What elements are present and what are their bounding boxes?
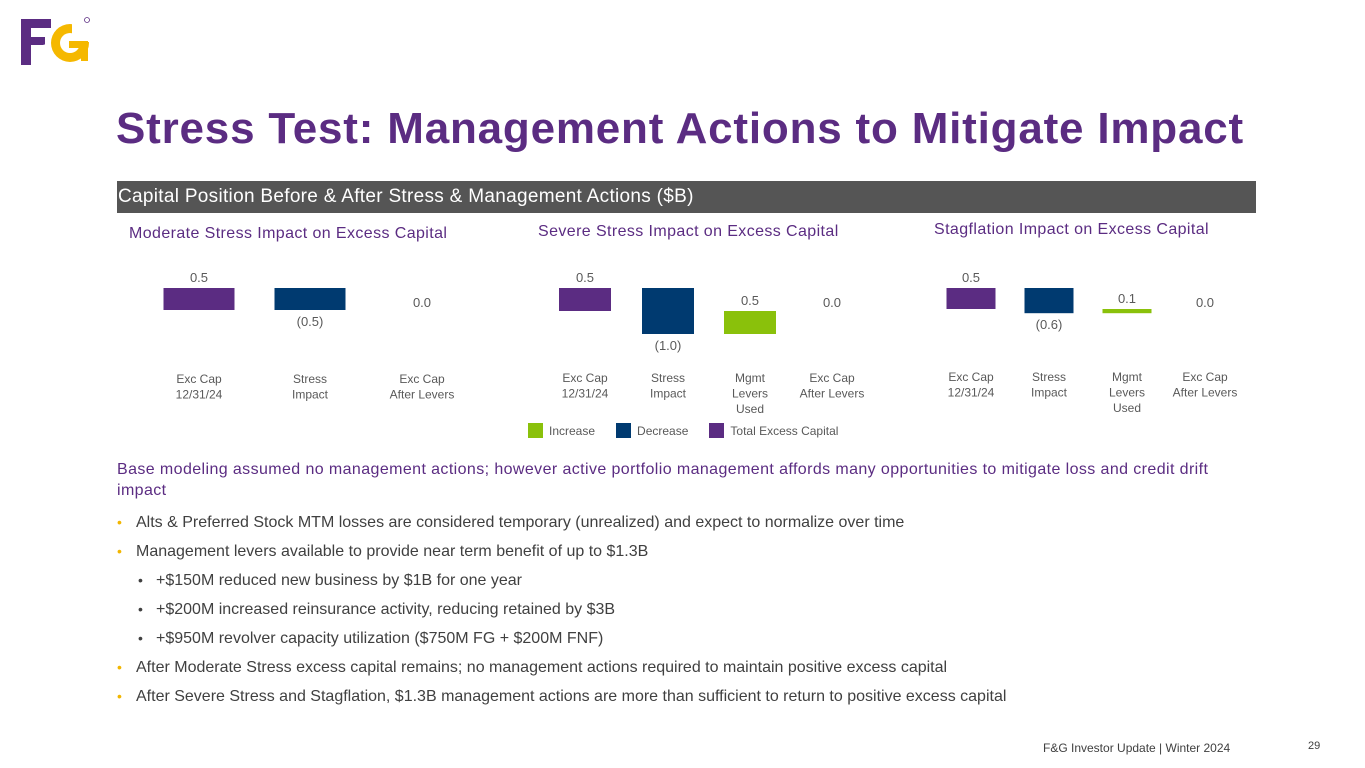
data-label: 0.0 — [823, 295, 841, 310]
chart-legend: Increase Decrease Total Excess Capital — [528, 423, 859, 438]
page-title: Stress Test: Management Actions to Mitig… — [116, 104, 1244, 153]
category-label: Exc Cap After Levers — [1173, 370, 1238, 400]
legend-item-increase: Increase — [528, 423, 595, 438]
waterfall-chart-3: 0.5 Exc Cap 12/31/24 (0.6) Stress Impact 0.1 Mg… — [946, 270, 1238, 415]
legend-label: Decrease — [637, 423, 689, 438]
waterfall-chart-2: 0.5 Exc Cap 12/31/24 (1.0) Stress Impact 0.5 Mg… — [559, 270, 864, 416]
category-label: Exc Cap After Levers — [390, 372, 455, 402]
bullet-list: • Alts & Preferred Stock MTM losses are c… — [117, 508, 1247, 711]
bullet-item: • After Moderate Stress excess capital re… — [117, 653, 1247, 682]
legend-item-total: Total Excess Capital — [709, 423, 838, 438]
data-label: (1.0) — [655, 338, 682, 353]
data-label: 0.0 — [413, 295, 431, 310]
bullet-item: • Management levers available to provide … — [117, 537, 1247, 566]
waterfall-charts: 0.5 Exc Cap 12/31/24 (0.5) Stress Impact 0.0 Ex… — [163, 270, 1238, 416]
footer-text: F&G Investor Update | Winter 2024 — [1043, 741, 1231, 755]
svg-text:&: & — [40, 41, 50, 57]
bullet-item: • After Severe Stress and Stagflation, $1… — [117, 682, 1247, 711]
data-label: 0.5 — [190, 270, 208, 285]
sub-bullet-item: • +$200M increased reinsurance activity, … — [117, 595, 1247, 624]
bullet-marker: • — [138, 572, 143, 588]
page-number: 29 — [1308, 740, 1321, 752]
bullet-marker: • — [117, 659, 122, 675]
bullet-marker: • — [117, 514, 122, 530]
category-label: Exc Cap After Levers — [800, 371, 865, 401]
bullet-marker: • — [117, 688, 122, 704]
category-label: Mgmt Levers Used — [732, 371, 768, 416]
legend-label: Increase — [549, 423, 596, 438]
chart-title-moderate: Moderate Stress Impact on Excess Capital — [129, 225, 448, 242]
legend-swatch-total — [709, 423, 725, 438]
legend-item-decrease: Decrease — [616, 423, 688, 438]
bar-increase — [724, 311, 776, 334]
category-label: Exc Cap 12/31/24 — [562, 371, 609, 401]
data-label: 0.0 — [1196, 295, 1214, 310]
section-header: Capital Position Before & After Stress &… — [117, 181, 1256, 213]
legend-swatch-decrease — [616, 423, 632, 438]
bar-total — [163, 288, 235, 310]
data-label: 0.5 — [741, 293, 759, 308]
sub-bullet-item: • +$150M reduced new business by $1B for … — [117, 566, 1247, 595]
bar-increase — [1102, 309, 1152, 314]
category-label: Stress Impact — [292, 372, 329, 402]
bullet-item: • Alts & Preferred Stock MTM losses are c… — [117, 508, 1247, 537]
chart-title-severe: Severe Stress Impact on Excess Capital — [538, 223, 839, 240]
bullet-marker: • — [117, 543, 122, 559]
data-label: (0.5) — [297, 314, 324, 329]
bar-decrease — [642, 288, 694, 334]
data-label: 0.5 — [576, 270, 594, 285]
category-label: Mgmt Levers Used — [1109, 370, 1145, 415]
bullet-marker: • — [138, 630, 143, 646]
legend-label: Total Excess Capital — [730, 423, 839, 438]
chart-title-stagflation: Stagflation Impact on Excess Capital — [934, 221, 1209, 238]
bullet-marker: • — [138, 601, 143, 617]
data-label: (0.6) — [1036, 317, 1063, 332]
category-label: Stress Impact — [1031, 370, 1068, 400]
data-label: 0.1 — [1118, 291, 1136, 306]
lead-text: Base modeling assumed no management acti… — [117, 461, 1209, 499]
legend-swatch-increase — [528, 423, 543, 438]
bar-decrease — [274, 288, 346, 310]
bar-total — [946, 288, 996, 309]
fg-logo: & — [21, 16, 90, 65]
category-label: Exc Cap 12/31/24 — [948, 370, 995, 400]
bar-decrease — [1024, 288, 1074, 314]
category-label: Stress Impact — [650, 371, 687, 401]
data-label: 0.5 — [962, 270, 980, 285]
sub-bullet-item: • +$950M revolver capacity utilization ($… — [117, 624, 1247, 653]
category-label: Exc Cap 12/31/24 — [176, 372, 223, 402]
bar-total — [559, 288, 611, 311]
waterfall-chart-1: 0.5 Exc Cap 12/31/24 (0.5) Stress Impact 0.0 Ex… — [163, 270, 455, 402]
